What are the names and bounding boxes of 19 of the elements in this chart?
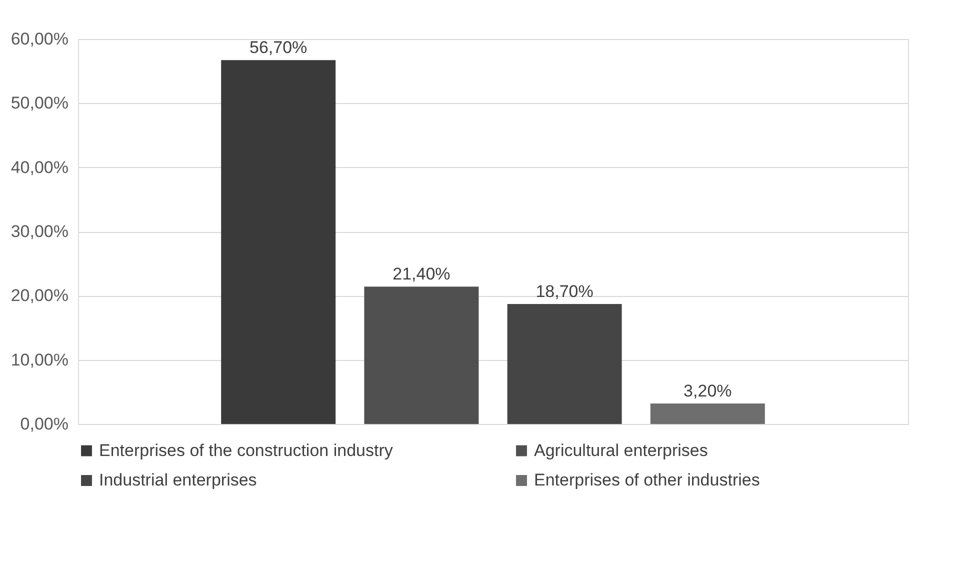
- legend-label: Agricultural enterprises: [534, 440, 708, 460]
- bar: [650, 403, 765, 424]
- y-tick-label: 30,00%: [10, 222, 68, 241]
- y-tick-label: 10,00%: [10, 350, 68, 370]
- y-tick-label: 20,00%: [10, 286, 68, 306]
- legend-label: Enterprises of the construction industry: [99, 440, 394, 460]
- legend-label: Enterprises of other industries: [534, 470, 760, 490]
- data-label: 56,70%: [250, 38, 308, 58]
- data-label: 3,20%: [684, 381, 732, 400]
- y-tick-label: 40,00%: [10, 158, 68, 177]
- bar: [221, 60, 336, 424]
- data-label: 21,40%: [392, 264, 450, 284]
- bar: [507, 304, 622, 424]
- y-tick-label: 60,00%: [10, 30, 68, 48]
- bar: [364, 286, 479, 424]
- legend-label: Industrial enterprises: [99, 470, 257, 490]
- y-tick-label: 50,00%: [10, 94, 68, 113]
- y-tick-label: 0,00%: [20, 414, 68, 434]
- data-label: 18,70%: [536, 282, 594, 302]
